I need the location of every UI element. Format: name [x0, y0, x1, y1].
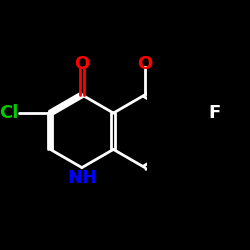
Text: O: O: [137, 55, 152, 73]
Text: O: O: [74, 55, 90, 73]
Text: NH: NH: [67, 169, 97, 187]
Text: Cl: Cl: [0, 104, 18, 122]
Text: F: F: [209, 104, 221, 122]
